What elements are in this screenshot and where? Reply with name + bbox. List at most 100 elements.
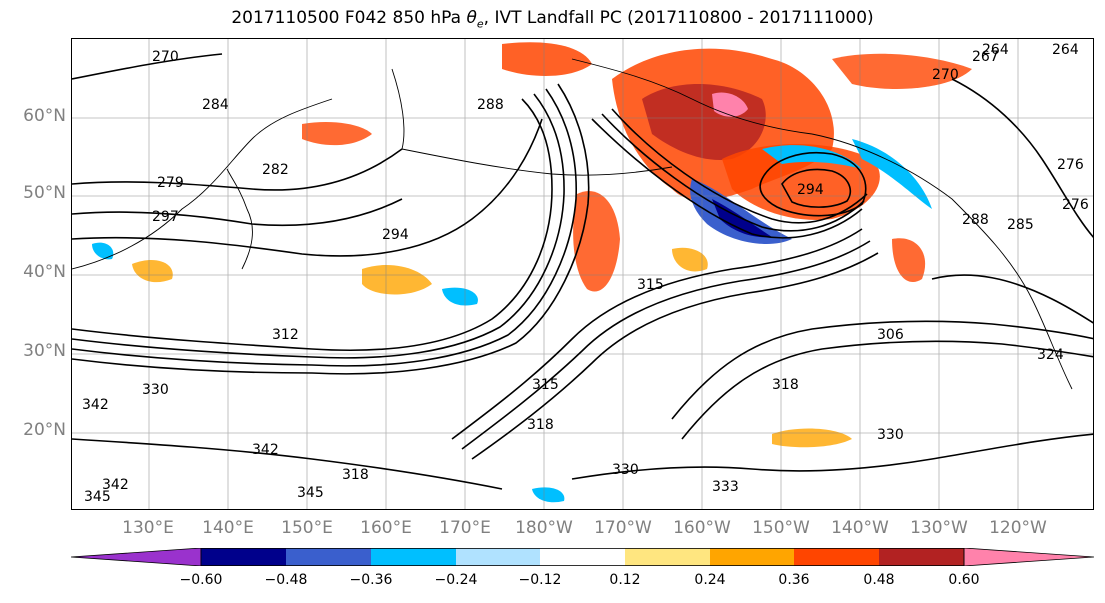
lat-label-40n: 40°N [23,262,66,282]
contour-low-1 [759,151,867,217]
contour-label: 294 [382,227,409,243]
contour-label: 342 [82,397,109,413]
contour-270 [72,53,223,80]
contour-jet-3 [72,88,578,367]
warm-anomaly-midpacific [573,191,620,292]
colorbar-tick-label: −0.48 [264,572,308,588]
map-panel: 270 284 279 282 294 297 288 294 267 264 … [71,38,1094,510]
lon-label-170w: 170°W [594,518,652,538]
contour-label: 318 [342,467,369,483]
lon-label-170e: 170°E [439,518,491,538]
contour-east-2 [931,274,1093,324]
contour-south-3 [471,252,879,460]
map-canvas: 270 284 279 282 294 297 288 294 267 264 … [72,39,1093,509]
colorbar [70,547,1095,567]
colorbar-tick-label: 0.48 [863,572,895,588]
contour-label: 288 [962,212,989,228]
graticule [72,39,1093,509]
theta-symbol: θ [466,8,477,28]
coastline-na [811,133,1073,390]
contour-label: 330 [142,382,169,398]
contour-label: 264 [982,42,1009,58]
contour-label: 276 [1057,157,1084,173]
theta-subscript: e [476,17,484,31]
contour-south-2 [461,240,871,450]
colorbar-bin [794,548,879,566]
colorbar-bin [710,548,794,566]
colorbar-tick-label: −0.24 [434,572,478,588]
lon-label-150e: 150°E [281,518,333,538]
cold-anomaly-northeast [852,139,932,209]
light-warm-anomaly-4 [132,259,173,283]
contour-label: 294 [797,182,824,198]
light-warm-anomaly-3 [772,428,852,448]
lon-label-130w: 130°W [910,518,968,538]
lon-label-160e: 160°E [360,518,412,538]
colorbar-bin [625,548,710,566]
contour-label: 276 [1062,197,1089,213]
lat-label-20n: 20°N [23,420,66,440]
colorbar-tick-label: 0.60 [948,572,980,588]
lon-label-120w: 120°W [989,518,1047,538]
contour-low-2 [781,168,851,208]
contour-subtrop-2 [681,340,1093,440]
contour-label: 315 [637,277,664,293]
colorbar-tick-label: 0.24 [694,572,726,588]
lat-label-60n: 60°N [23,106,66,126]
light-warm-anomaly-1 [362,264,432,295]
colorbar-svg [70,547,1095,567]
contour-label: 345 [297,485,324,501]
contour-label: 264 [1052,42,1079,58]
coastline-kamchatka [391,68,405,150]
contour-label: 318 [527,417,554,433]
colorbar-bin [456,548,540,566]
contour-tropic-2 [571,433,1093,480]
colorbar-bin [540,548,625,566]
contour-south-1 [451,228,863,440]
contour-279 [72,148,403,191]
light-warm-anomaly-2 [672,247,708,272]
cold-anomaly-south [532,487,565,503]
colorbar-extend-high [963,547,1095,567]
coastline-japan [226,168,253,270]
contour-jet-1 [72,98,553,352]
colorbar-bin [286,548,371,566]
title-suffix: , IVT Landfall PC (2017110800 - 20171110… [483,8,874,28]
colorbar-bin [371,548,456,566]
map-title: 2017110500 F042 850 hPa θe, IVT Landfall… [0,8,1105,30]
warm-anomaly-nw [302,122,372,146]
lon-label-180w: 180°W [515,518,573,538]
contour-label: 333 [712,479,739,495]
colorbar-bin [201,548,286,566]
contour-label: 270 [932,67,959,83]
contour-subtrop-1 [671,320,1093,420]
lon-label-140e: 140°E [202,518,254,538]
contour-wave-1 [591,118,863,239]
colorbar-tick-label: −0.36 [349,572,393,588]
contour-label: 284 [202,97,229,113]
contour-label: 330 [612,462,639,478]
contour-wave-2 [601,113,865,232]
coastline-asia [72,98,333,270]
title-prefix: 2017110500 F042 850 hPa [231,8,467,28]
cold-anomaly-swirl [762,145,862,169]
contour-label: 267 [972,49,999,65]
contour-label: 312 [272,327,299,343]
lat-label-30n: 30°N [23,341,66,361]
lon-label-160w: 160°W [673,518,731,538]
contour-label: 318 [772,377,799,393]
colorbar-extend-low [70,547,202,567]
lat-label-50n: 50°N [23,183,66,203]
colorbar-tick-label: 0.12 [609,572,641,588]
coastline-alaska [571,58,813,135]
lon-label-150w: 150°W [752,518,810,538]
contour-label: 282 [262,162,289,178]
contour-label: 270 [152,49,179,65]
contour-label: 324 [1037,347,1064,363]
contour-label: 315 [532,377,559,393]
contour-label: 342 [102,477,129,493]
contour-jet-4 [72,83,590,375]
coastline-aleutians [401,148,673,176]
lon-label-140w: 140°W [831,518,889,538]
colorbar-tick-label: 0.36 [778,572,810,588]
